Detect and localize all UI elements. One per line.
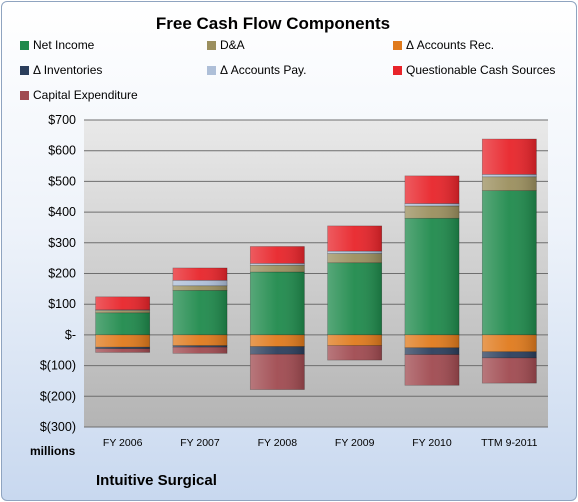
y-tick-label: $300 [48, 236, 76, 250]
bar-shade [172, 285, 228, 291]
legend-swatch-da [207, 41, 216, 50]
y-tick-label: $(300) [40, 420, 76, 434]
bar-shade [95, 296, 150, 310]
bar-shade [172, 267, 228, 281]
bar-shade [404, 347, 460, 355]
legend-swatch-net_income [20, 41, 29, 50]
legend-label-da: D&A [220, 38, 245, 52]
bar-shade [404, 334, 460, 348]
bar-shade [172, 345, 228, 348]
bar-shade [250, 265, 305, 272]
bar-shade [95, 312, 150, 335]
bar-shade [327, 253, 382, 263]
bar-shade [482, 174, 537, 177]
legend-item-capex: Capital Expenditure [20, 88, 138, 102]
legend-item-inventories: Δ Inventories [20, 63, 102, 77]
x-tick-label: FY 2006 [103, 437, 143, 449]
bar-shade [172, 280, 228, 286]
legend-item-questionable: Questionable Cash Sources [393, 63, 555, 77]
bar-shade [482, 351, 537, 358]
bar-shade [482, 139, 537, 175]
legend-item-net_income: Net Income [20, 38, 94, 52]
bar-shade [95, 348, 150, 353]
legend-label-accounts_rec: Δ Accounts Rec. [406, 38, 495, 52]
bar-shade [404, 175, 460, 204]
chart-title: Free Cash Flow Components [155, 14, 391, 33]
legend-item-da: D&A [207, 38, 245, 52]
legend-swatch-accounts_pay [207, 66, 216, 75]
legend-label-capex: Capital Expenditure [33, 88, 138, 102]
y-tick-label: $400 [48, 205, 76, 219]
bar-shade [404, 354, 460, 386]
bar-shade [172, 334, 228, 346]
bar-shade [250, 354, 305, 390]
bar-shade [95, 310, 150, 313]
bar-shade [327, 262, 382, 335]
bar-shade [250, 334, 305, 347]
bar-shade [95, 334, 150, 348]
bar-shade [482, 334, 537, 352]
y-tick-label: $700 [48, 113, 76, 127]
y-tick-label: $- [65, 328, 76, 342]
legend-label-inventories: Δ Inventories [33, 63, 103, 77]
legend-label-net_income: Net Income [33, 38, 95, 52]
legend-label-accounts_pay: Δ Accounts Pay. [220, 63, 307, 77]
y-tick-label: $600 [48, 144, 76, 158]
company-name: Intuitive Surgical [96, 472, 217, 489]
legend-swatch-accounts_rec [393, 41, 402, 50]
y-tick-label: $200 [48, 267, 76, 281]
x-tick-label: FY 2007 [180, 437, 220, 449]
bar-shade [250, 263, 305, 266]
bar-shade [404, 218, 460, 335]
bar-shade [327, 345, 382, 361]
y-tick-label: $500 [48, 174, 76, 188]
x-tick-label: FY 2009 [335, 437, 375, 449]
bar-shade [327, 334, 382, 346]
legend-item-accounts_rec: Δ Accounts Rec. [393, 38, 494, 52]
bar-shade [482, 190, 537, 335]
bar-shade [250, 346, 305, 355]
x-tick-label: FY 2008 [258, 437, 298, 449]
legend-label-questionable: Questionable Cash Sources [406, 63, 556, 77]
legend-swatch-capex [20, 91, 29, 100]
bar-shade [95, 309, 150, 311]
bar-shade [482, 357, 537, 384]
bar-shade [327, 251, 382, 254]
y-tick-label: $(200) [40, 389, 76, 403]
legend-swatch-inventories [20, 66, 29, 75]
bar-shade [404, 203, 460, 206]
bar-shade [95, 347, 150, 349]
legend-item-accounts_pay: Δ Accounts Pay. [207, 63, 307, 77]
bar-shade [172, 347, 228, 354]
x-tick-label: TTM 9-2011 [481, 437, 538, 449]
bar-shade [482, 176, 537, 191]
y-tick-label: $(100) [40, 359, 76, 373]
bar-shade [172, 290, 228, 335]
x-tick-label: FY 2010 [412, 437, 452, 449]
bar-shade [327, 225, 382, 252]
bar-shade [250, 246, 305, 264]
bar-shade [250, 271, 305, 335]
y-tick-label: $100 [48, 297, 76, 311]
bar-shade [404, 205, 460, 219]
y-axis-unit-label: millions [30, 444, 76, 458]
legend-swatch-questionable [393, 66, 402, 75]
